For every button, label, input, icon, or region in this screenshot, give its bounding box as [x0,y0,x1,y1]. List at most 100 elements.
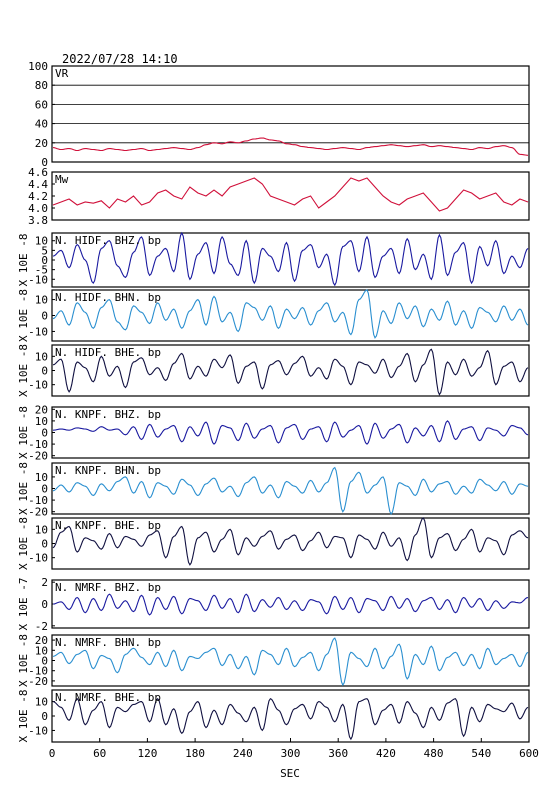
y-tick-label: 10 [35,350,48,363]
y-axis-unit-label: X 10E -8 [17,344,30,397]
y-axis-unit-label: X 10E -8 [17,690,30,743]
trace-line [52,177,529,212]
panel-title: N. HIDF. BHE. bp [55,346,161,359]
panel-title: VR [55,67,69,80]
panel-6: 100-10-20 N. KNPF. BHN. bp X 10E -8 [17,462,530,519]
y-axis-unit-label: X 10E -8 [17,406,30,459]
x-tick-label: 120 [137,747,157,760]
panel-title: N. NMRF. BHE. bp [55,691,161,704]
y-axis-unit-label: X 10E -8 [17,634,30,687]
y-axis-unit-label: X 10E -8 [17,234,30,287]
panel-frame [51,171,530,221]
x-tick-label: 480 [424,747,444,760]
y-tick-label: 0 [41,310,48,323]
y-tick-label: -10 [28,438,48,451]
y-tick-label: 10 [35,644,48,657]
y-tick-label: -10 [28,665,48,678]
panel-7: 10 0-10 N. KNPF. BHE. bp X 10E -8 [17,517,530,570]
y-tick-label: 0 [41,365,48,378]
trace-line [52,420,529,445]
y-tick-label: -20 [28,675,48,688]
y-tick-label: 40 [35,118,48,131]
trace-line [52,231,529,287]
y-tick-label: -2 [35,620,48,633]
y-tick-label: 0 [41,156,48,169]
y-tick-label: -5 [35,264,48,277]
trace-line [52,289,529,339]
panel-title: N. HIDF. BHZ. bp [55,234,161,247]
panel-title: N. NMRF. BHZ. bp [55,581,161,594]
y-tick-label: 5 [41,244,48,257]
y-tick-label: 0 [41,655,48,668]
y-axis-unit-label: X 10E -8 [17,462,30,515]
trace-line [52,593,529,616]
y-tick-label: 0 [41,538,48,551]
y-tick-label: 4.4 [28,178,48,191]
trace-line [52,137,529,156]
y-tick-label: 4.0 [28,202,48,215]
y-tick-label: -10 [28,552,48,565]
panel-title: N. KNPF. BHE. bp [55,519,161,532]
y-axis-unit-label: X 10E -8 [17,289,30,342]
panel-title: N. KNPF. BHN. bp [55,464,161,477]
y-tick-label: 10 [35,235,48,248]
trace-line [52,466,529,516]
y-tick-label: 0 [41,598,48,611]
y-tick-label: 10 [35,696,48,709]
trace-line [52,697,529,741]
x-tick-label: 420 [376,747,396,760]
y-tick-label: -10 [28,273,48,286]
y-tick-label: 4.2 [28,190,48,203]
x-tick-label: 600 [519,747,539,760]
panel-title: Mw [55,173,69,186]
x-axis: 0 60 120 180 240 300 360 420 480 540 600 SEC [49,738,539,780]
trace-line [52,637,529,687]
y-tick-label: 60 [35,98,48,111]
y-tick-label: 2 [41,576,48,589]
y-tick-label: -20 [28,450,48,463]
y-axis-unit-label: X 10E -7 [17,578,30,631]
y-axis-unit-label: X 10E -8 [17,517,30,570]
y-tick-label: 3.8 [28,214,48,227]
x-tick-label: 0 [49,747,56,760]
y-tick-label: 0 [41,483,48,496]
y-tick-label: -10 [28,494,48,507]
y-tick-label: 10 [35,415,48,428]
y-tick-label: -10 [28,325,48,338]
x-tick-label: 360 [328,747,348,760]
x-tick-label: 240 [233,747,253,760]
x-tick-label: 60 [93,747,106,760]
y-tick-label: -20 [28,506,48,519]
panel-3: 10 0 -10 N. HIDF. BHN. bp X 10E -8 [17,289,530,342]
y-tick-label: 100 [28,60,48,73]
y-tick-label: 80 [35,79,48,92]
panel-title: N. KNPF. BHZ. bp [55,408,161,421]
x-tick-label: 540 [471,747,491,760]
y-tick-label: -10 [28,379,48,392]
panel-title: N. NMRF. BHN. bp [55,636,161,649]
y-tick-label: 20 [35,403,48,416]
header-title: 2022/07/28 14:10 [62,52,178,66]
y-tick-label: 10 [35,294,48,307]
x-tick-label: 180 [185,747,205,760]
y-tick-label: 10 [35,471,48,484]
trace-line [52,517,529,566]
y-tick-label: 20 [35,137,48,150]
y-tick-label: -10 [28,724,48,737]
y-tick-label: 0 [41,710,48,723]
x-axis-label: SEC [280,767,300,780]
y-tick-label: 20 [35,634,48,647]
panel-title: N. HIDF. BHN. bp [55,291,161,304]
y-tick-label: 10 [35,523,48,536]
x-tick-label: 300 [281,747,301,760]
panel-8: 2 0 -2 N. NMRF. BHZ. bp X 10E -7 [17,576,530,633]
panel-0: 100 80 60 40 20 0 VR [28,60,530,169]
y-tick-label: 0 [41,254,48,267]
y-tick-label: 0 [41,427,48,440]
y-tick-label: 4.6 [28,166,48,179]
